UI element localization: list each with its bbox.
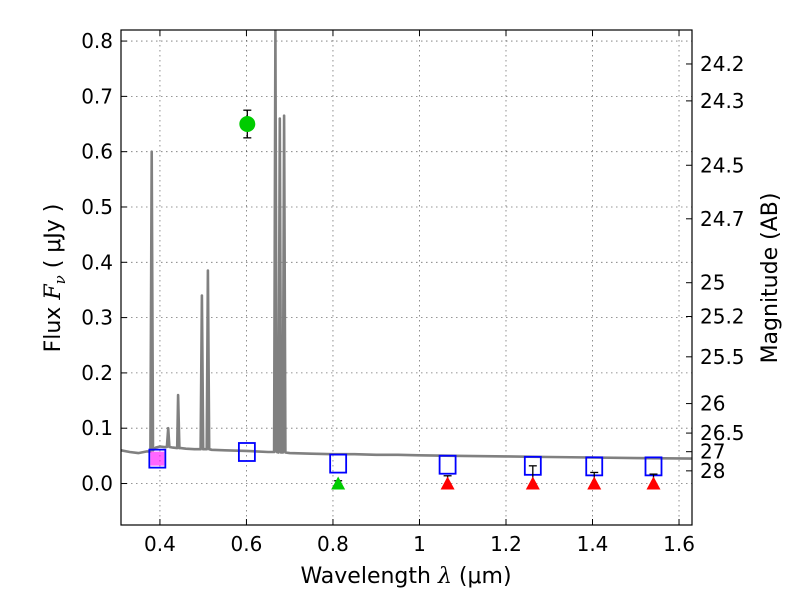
mag-tick-label: 25.2 (700, 304, 745, 328)
mag-tick-label: 24.7 (700, 207, 745, 231)
x-tick-label: 1.2 (490, 532, 522, 556)
y-tick-label: 0.1 (81, 416, 113, 440)
mag-tick-label: 25.5 (700, 345, 745, 369)
detection-point (239, 116, 256, 133)
mag-tick-label: 25 (700, 271, 725, 295)
x-axis-label: Wavelength λ (μm) (300, 564, 511, 589)
y-axis-label: Flux Fν ( μJy ) (41, 204, 69, 353)
y-tick-label: 0.5 (81, 195, 113, 219)
upper-limit-triangle (525, 476, 540, 490)
model-square (438, 454, 457, 475)
x-tick-label: 1.6 (663, 532, 695, 556)
y-tick-label: 0.6 (81, 140, 113, 164)
mag-tick-label: 26 (700, 392, 725, 416)
y-tick-label: 0.0 (81, 472, 113, 496)
upper-limit-triangle (331, 476, 346, 490)
mag-tick-label: 24.3 (700, 89, 745, 113)
grid-lines (121, 30, 692, 525)
upper-limit-triangle (646, 476, 661, 490)
mag-tick-label: 28 (700, 459, 725, 483)
y-tick-label: 0.7 (81, 84, 113, 108)
tick-layer: 0.4 0.6 0.8 1 1.2 1.4 1.6 0.0 0.1 0.2 0.3 0.4 0.5 0.6… (81, 29, 744, 556)
y-tick-label: 0.4 (81, 250, 113, 274)
y-tick-label: 0.3 (81, 306, 113, 330)
detection-point (150, 451, 165, 466)
mag-tick-label: 24.5 (700, 153, 745, 177)
upper-limit-triangle (587, 476, 602, 490)
model-square (237, 442, 256, 462)
plot-frame (120, 29, 693, 526)
mag-tick-label: 24.2 (700, 52, 745, 76)
y-tick-label: 0.8 (81, 29, 113, 53)
mag-tick-label: 26.5 (700, 421, 745, 445)
mag-tick-label: 27 (700, 440, 725, 464)
y-tick-label: 0.2 (81, 361, 113, 385)
x-tick-label: 1.4 (577, 532, 609, 556)
model-square (329, 453, 348, 474)
x-tick-label: 0.6 (231, 532, 263, 556)
right-axis-label: Magnitude (AB) (758, 193, 783, 364)
x-tick-label: 0.4 (144, 532, 176, 556)
model-square (644, 456, 663, 477)
x-tick-label: 1 (413, 532, 426, 556)
sed-line (121, 30, 692, 460)
x-tick-label: 0.8 (317, 532, 349, 556)
data-layer (121, 30, 692, 460)
model-square (148, 448, 167, 469)
marker-layer (148, 109, 663, 490)
upper-limit-triangle (440, 476, 455, 490)
